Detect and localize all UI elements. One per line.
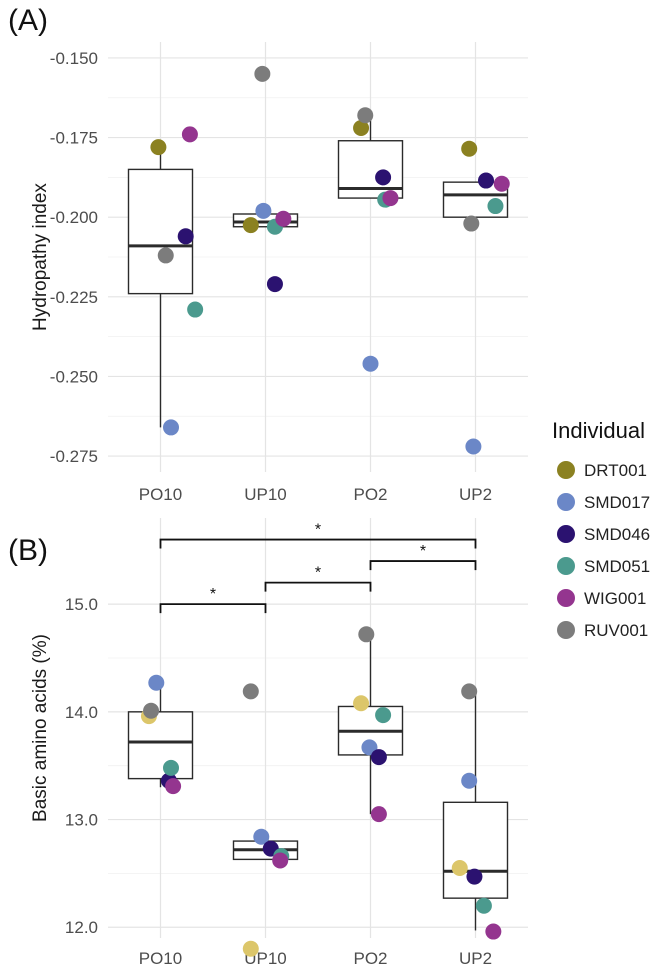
panel-b-point xyxy=(370,806,387,823)
panel-b-significance-label: * xyxy=(315,522,321,539)
panel-a-point xyxy=(487,198,504,215)
panel-a-point xyxy=(463,215,480,232)
panel-a-point xyxy=(362,355,379,372)
panel-a-point xyxy=(465,438,482,455)
panel-a-point xyxy=(357,107,374,124)
legend-title: Individual xyxy=(552,418,645,443)
panel-a-point xyxy=(242,217,259,234)
panel-b-box xyxy=(127,711,194,780)
panel-b-xtick-label: PO2 xyxy=(353,949,387,968)
legend-swatch xyxy=(557,525,575,543)
panel-b-significance-bracket xyxy=(159,603,267,614)
panel-b-point xyxy=(148,674,165,691)
panel-a-point xyxy=(181,126,198,143)
panel-b-label: (B) xyxy=(8,534,48,567)
panel-b-point xyxy=(461,683,478,700)
panel-b-point xyxy=(375,707,392,724)
panel-a-point xyxy=(461,140,478,157)
legend-label: RUV001 xyxy=(584,621,648,640)
panel-a-point xyxy=(177,228,194,245)
panel-a-point xyxy=(382,190,399,207)
panel-a-point xyxy=(478,172,494,189)
legend-swatch xyxy=(557,621,575,639)
panel-a-ytick-label: -0.250 xyxy=(50,367,98,386)
panel-b-point xyxy=(485,923,502,940)
legend-swatch xyxy=(557,589,575,607)
panel-b-point xyxy=(475,897,492,914)
panel-b-point xyxy=(466,868,483,885)
panel-b-point xyxy=(163,759,179,776)
legend: Individual DRT001 SMD017 SMD046 SMD051 WIG001… xyxy=(552,418,650,640)
legend-swatch xyxy=(557,557,575,575)
panel-a-ytick-label: -0.175 xyxy=(50,129,98,148)
panel-a-ytick-label: -0.225 xyxy=(50,288,98,307)
panel-a-point xyxy=(150,139,167,156)
panel-a-xtick-label: UP2 xyxy=(459,485,492,504)
panel-a-point xyxy=(187,301,204,318)
panel-a-xtick-label: PO10 xyxy=(139,485,182,504)
panel-b-point xyxy=(358,626,375,643)
panel-a-point xyxy=(157,247,174,264)
panel-b-point xyxy=(242,683,259,700)
legend-swatch xyxy=(557,493,575,511)
panel-b-point xyxy=(272,852,289,869)
panel-b-point xyxy=(143,702,160,719)
panel-b-point xyxy=(242,940,259,957)
panel-a: -0.275 -0.250 -0.225 -0.200 -0.175 -0.150 PO10… xyxy=(8,4,528,504)
legend-label: WIG001 xyxy=(584,589,646,608)
legend-swatch xyxy=(557,461,575,479)
panel-b-significance-bracket xyxy=(159,538,477,549)
panel-a-label: (A) xyxy=(8,4,48,37)
panel-a-ytick-label: -0.200 xyxy=(50,208,98,227)
legend-label: DRT001 xyxy=(584,461,647,480)
panel-b-significance-bracket xyxy=(369,560,477,571)
panel-b-point xyxy=(461,772,478,789)
panel-b-xtick-label: PO10 xyxy=(139,949,182,968)
panel-a-point xyxy=(255,202,272,219)
panel-b-point xyxy=(353,695,370,712)
panel-b-point xyxy=(451,860,468,876)
panel-a-point xyxy=(275,210,292,227)
panel-b-point xyxy=(370,749,387,766)
panel-a-point xyxy=(375,169,392,186)
legend-label: SMD017 xyxy=(584,493,650,512)
panel-a-point xyxy=(254,65,271,82)
panel-b-point xyxy=(253,828,270,845)
panel-b-point xyxy=(165,778,182,795)
panel-a-ytick-label: -0.275 xyxy=(50,447,98,466)
panel-b-ytick-label: 15.0 xyxy=(65,595,98,614)
legend-label: SMD046 xyxy=(584,525,650,544)
panel-b-significance-label: * xyxy=(210,586,216,603)
panel-b-significance-label: * xyxy=(420,543,426,560)
panel-a-point xyxy=(493,175,510,192)
legend-label: SMD051 xyxy=(584,557,650,576)
panel-a-ylabel: Hydropathy index xyxy=(30,183,51,331)
panel-b-ylabel: Basic amino acids (%) xyxy=(30,634,51,822)
panel-a-xtick-label: PO2 xyxy=(353,485,387,504)
panel-a-point xyxy=(353,120,370,136)
panel-b-ytick-label: 14.0 xyxy=(65,703,98,722)
panel-a-ytick-label: -0.150 xyxy=(50,49,98,68)
panel-b-significance-label: * xyxy=(315,565,321,582)
panel-b-ytick-label: 12.0 xyxy=(65,918,98,937)
panel-a-point xyxy=(163,419,179,436)
panel-b-ytick-label: 13.0 xyxy=(65,811,98,830)
panel-b-xtick-label: UP2 xyxy=(459,949,492,968)
panel-a-xtick-label: UP10 xyxy=(244,485,287,504)
panel-b-significance-bracket xyxy=(264,581,372,592)
panel-a-point xyxy=(266,276,283,293)
